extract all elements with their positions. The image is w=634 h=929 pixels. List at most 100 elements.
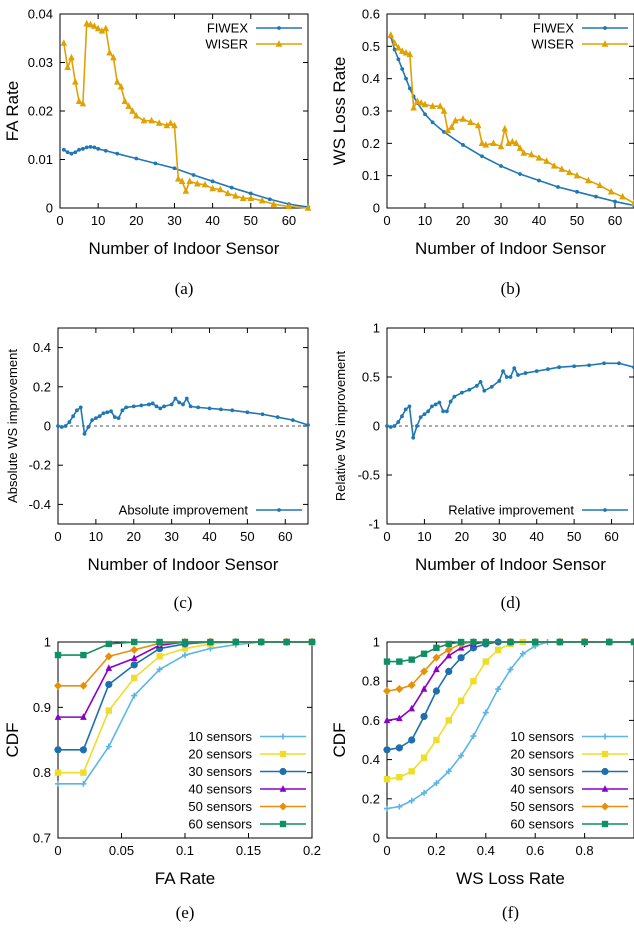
data-point <box>182 652 188 659</box>
data-point <box>196 405 201 410</box>
data-point <box>306 423 310 427</box>
y-axis-label: CDF <box>3 723 22 758</box>
data-point <box>61 147 66 152</box>
data-point <box>532 638 539 646</box>
plot-frame <box>386 13 634 209</box>
data-point <box>482 658 489 665</box>
data-point <box>191 173 196 177</box>
y-tick-label: 0.6 <box>362 7 380 22</box>
data-point <box>430 404 434 409</box>
data-point <box>395 744 403 752</box>
data-point <box>121 97 129 104</box>
data-point <box>557 365 562 370</box>
data-point <box>102 24 110 32</box>
data-point <box>480 154 484 159</box>
legend-marker <box>279 785 287 792</box>
x-tick-label: 60 <box>282 213 296 228</box>
data-point <box>260 412 265 417</box>
chart-1: 0 10 20 30 40 50 60 0 0.1 0.2 0.3 0.4 0.5 0.6 Number o… <box>330 7 634 298</box>
x-tick-label: 40 <box>529 529 543 544</box>
x-axis-label: Number of Indoor Sensor <box>415 239 606 258</box>
data-point <box>80 780 87 787</box>
data-point <box>482 709 489 716</box>
legend-marker <box>279 750 287 758</box>
y-tick-label: 0 <box>373 419 380 434</box>
data-point <box>448 399 453 404</box>
data-point <box>383 716 391 724</box>
data-point <box>131 638 138 646</box>
legend-label: 10 sensors <box>510 729 574 744</box>
data-point <box>147 402 151 407</box>
x-tick-label: 30 <box>164 529 178 544</box>
legend-label: 50 sensors <box>188 799 252 814</box>
y-tick-label: 0.7 <box>33 831 51 846</box>
data-point <box>433 402 438 407</box>
data-point <box>433 736 440 744</box>
data-point <box>474 121 482 129</box>
data-point <box>594 194 598 199</box>
x-tick-label: 0.2 <box>303 843 321 858</box>
data-point <box>396 658 403 665</box>
data-point <box>420 712 428 721</box>
y-tick-label: 0.8 <box>33 765 51 780</box>
legend-label: Relative improvement <box>448 503 574 518</box>
data-point <box>388 425 393 429</box>
data-point <box>509 137 516 145</box>
data-point <box>392 424 397 428</box>
data-point <box>88 144 93 149</box>
legend-label: 30 sensors <box>510 764 574 779</box>
x-tick-label: 0.05 <box>109 843 134 858</box>
data-point <box>80 146 85 151</box>
data-point <box>167 119 174 126</box>
data-point <box>414 97 421 104</box>
data-point <box>402 48 410 56</box>
data-point <box>54 713 62 720</box>
x-tick-label: 20 <box>127 529 141 544</box>
y-tick-label: 0.03 <box>28 55 53 70</box>
data-point <box>417 99 425 106</box>
data-point <box>546 367 550 372</box>
data-point <box>467 387 472 392</box>
legend-label: FIWEX <box>533 21 574 36</box>
y-tick-label: 0.4 <box>362 752 380 767</box>
data-point <box>172 166 177 171</box>
x-tick-label: 0 <box>56 213 63 228</box>
data-point <box>440 107 448 114</box>
data-point <box>75 408 79 413</box>
data-point <box>133 111 140 119</box>
data-point <box>125 102 132 109</box>
data-point <box>403 407 408 412</box>
x-tick-label: 30 <box>492 529 506 544</box>
legend-label: 40 sensors <box>510 782 574 797</box>
data-point <box>290 418 295 423</box>
data-point <box>162 404 166 409</box>
data-point <box>452 116 459 124</box>
data-point <box>181 638 189 646</box>
data-point <box>156 653 163 660</box>
data-point <box>134 156 139 161</box>
data-point <box>201 180 209 188</box>
data-point <box>398 47 406 54</box>
legend-marker <box>275 40 283 47</box>
data-point <box>556 185 560 189</box>
x-tick-label: 0.4 <box>477 843 495 858</box>
data-point <box>423 112 427 117</box>
x-tick-label: 40 <box>205 213 219 228</box>
data-point <box>408 797 415 804</box>
data-point <box>59 425 64 429</box>
data-point <box>155 119 163 126</box>
data-point <box>396 803 403 810</box>
data-point <box>104 652 113 661</box>
data-point <box>194 179 201 187</box>
data-point <box>497 142 505 150</box>
data-point <box>459 390 464 395</box>
data-point <box>247 194 255 201</box>
data-point <box>98 27 106 34</box>
y-tick-label: 0.01 <box>28 152 53 167</box>
data-point <box>131 692 138 699</box>
data-point <box>83 19 91 27</box>
data-point <box>79 99 87 107</box>
data-point <box>177 400 182 405</box>
data-point <box>504 375 509 379</box>
data-point <box>105 680 113 689</box>
